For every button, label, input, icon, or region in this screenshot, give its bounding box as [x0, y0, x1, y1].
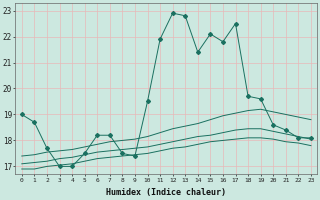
X-axis label: Humidex (Indice chaleur): Humidex (Indice chaleur)	[106, 188, 226, 197]
